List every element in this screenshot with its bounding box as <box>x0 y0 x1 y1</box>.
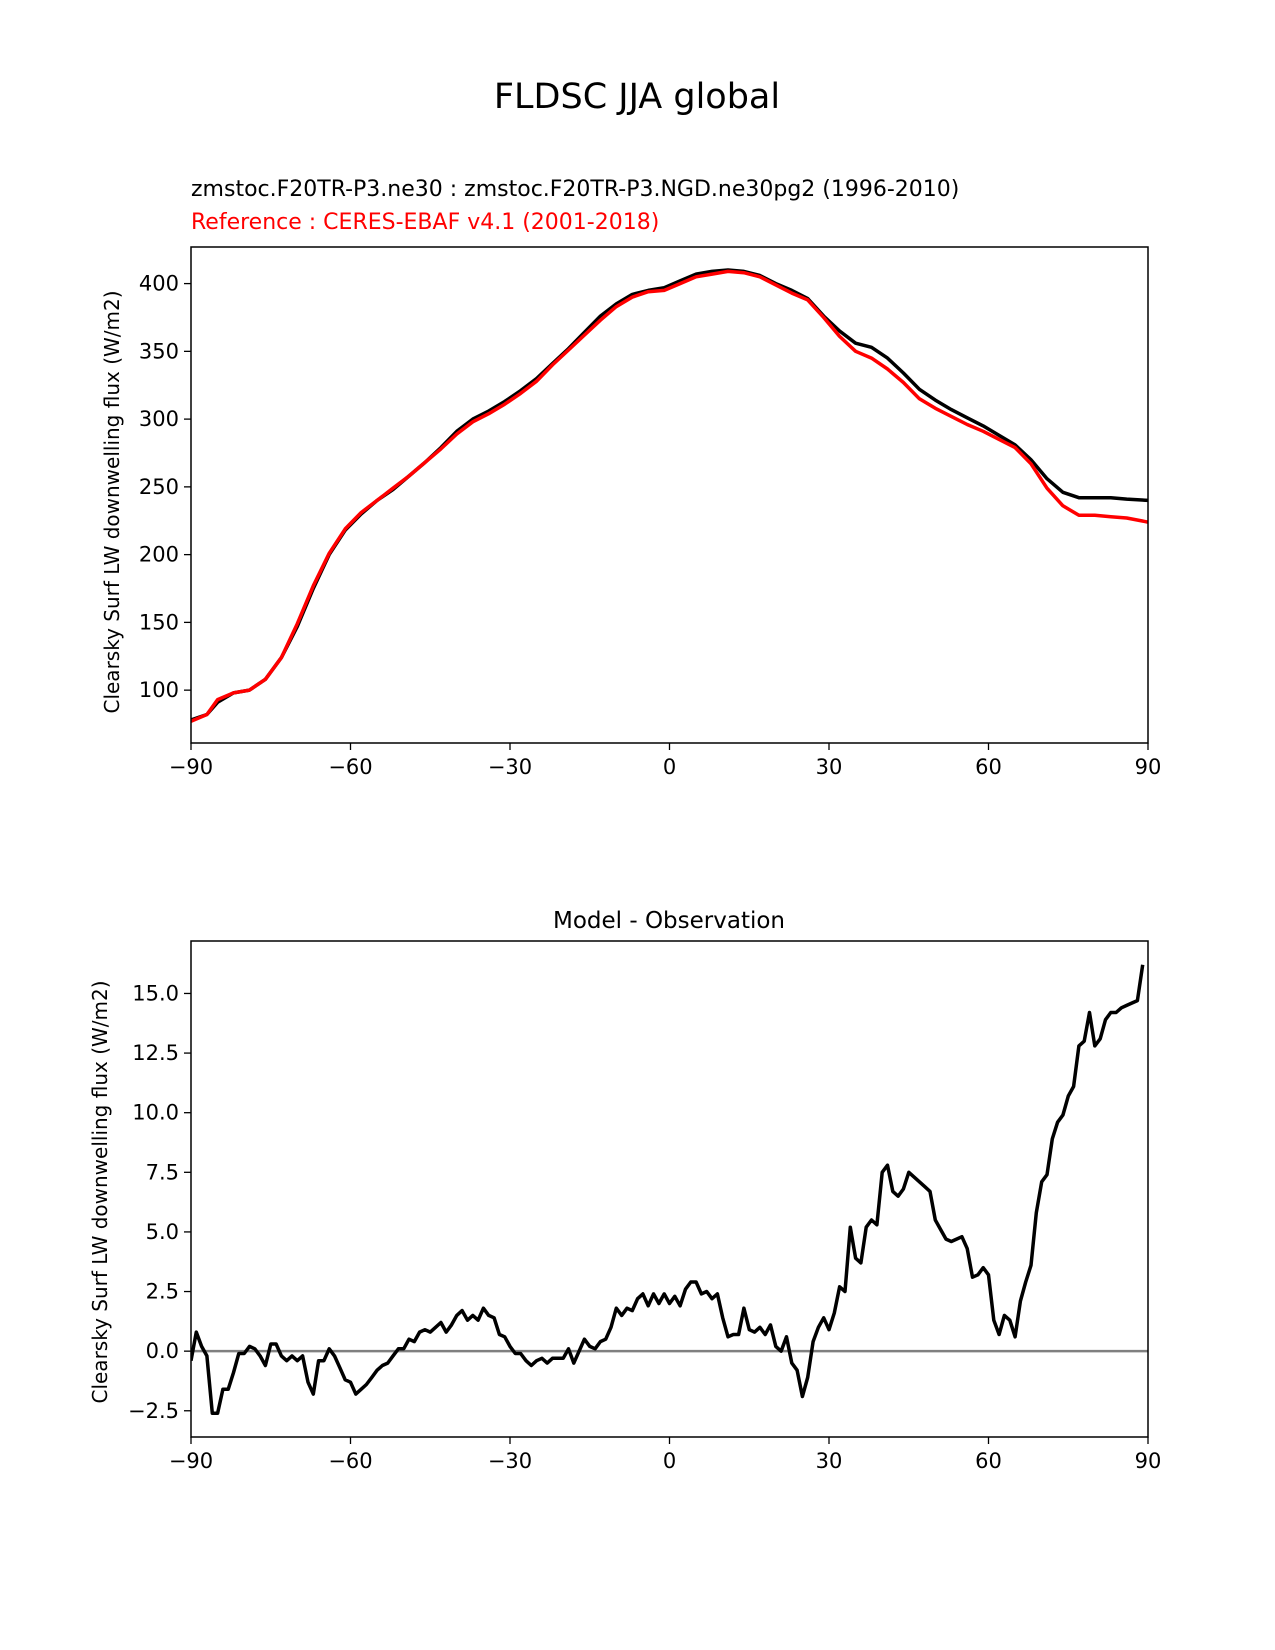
bottom-y-tick-label: 2.5 <box>146 1280 179 1304</box>
top-x-tick-label: −30 <box>488 755 532 779</box>
top-x-tick-label: 0 <box>663 755 676 779</box>
top-subtitle-reference: Reference : CERES-EBAF v4.1 (2001-2018) <box>191 210 659 235</box>
bottom-y-tick-label: 15.0 <box>132 981 179 1005</box>
top-y-tick-label: 300 <box>139 407 179 431</box>
top-plot-area: −90 −60 −30 0 30 60 90 100 150 200 250 300 350 400 <box>139 268 1162 779</box>
bottom-panel: Model - Observation Clearsky Surf LW dow… <box>88 908 1161 1473</box>
top-x-tick-label: −90 <box>169 755 213 779</box>
top-y-tick-label: 200 <box>139 543 179 567</box>
top-panel: zmstoc.F20TR-P3.ne30 : zmstoc.F20TR-P3.N… <box>100 177 1161 779</box>
top-y-tick-label: 250 <box>139 475 179 499</box>
top-y-tick-label: 150 <box>139 610 179 634</box>
top-x-tick-label: 60 <box>975 755 1002 779</box>
top-axes-frame <box>190 246 1149 744</box>
figure-title: FLDSC JJA global <box>494 77 780 117</box>
bottom-x-tick-label: 0 <box>663 1449 676 1473</box>
bottom-y-tick-label: −2.5 <box>128 1399 179 1423</box>
bottom-x-tick-label: 30 <box>816 1449 843 1473</box>
top-x-tick-label: 30 <box>816 755 843 779</box>
bottom-series-model-minus-obs <box>191 964 1145 1415</box>
bottom-x-tick-label: 60 <box>975 1449 1002 1473</box>
bottom-x-tick-label: −60 <box>328 1449 372 1473</box>
bottom-x-tick-label: −30 <box>488 1449 532 1473</box>
bottom-plot-area: −90 −60 −30 0 30 60 90 −2.5 0.0 2.5 5.0 7.5 10.0 12.5… <box>128 964 1162 1473</box>
top-series-reference <box>191 269 1148 723</box>
top-x-tick-label: 90 <box>1135 755 1162 779</box>
bottom-title: Model - Observation <box>553 908 785 934</box>
bottom-x-tick-label: 90 <box>1135 1449 1162 1473</box>
top-x-tick-label: −60 <box>328 755 372 779</box>
bottom-x-tick-label: −90 <box>169 1449 213 1473</box>
top-y-tick-label: 100 <box>139 678 179 702</box>
top-y-tick-label: 400 <box>139 272 179 296</box>
bottom-y-tick-label: 12.5 <box>132 1041 179 1065</box>
bottom-y-axis-label: Clearsky Surf LW downwelling flux (W/m2) <box>88 980 112 1403</box>
bottom-axes-frame <box>190 940 1149 1438</box>
bottom-y-tick-label: 7.5 <box>146 1160 179 1184</box>
top-subtitle-model: zmstoc.F20TR-P3.ne30 : zmstoc.F20TR-P3.N… <box>191 177 959 202</box>
bottom-y-tick-label: 0.0 <box>146 1339 179 1363</box>
top-y-tick-label: 350 <box>139 339 179 363</box>
bottom-y-tick-label: 5.0 <box>146 1220 179 1244</box>
top-y-axis-label: Clearsky Surf LW downwelling flux (W/m2) <box>100 290 124 713</box>
bottom-y-tick-label: 10.0 <box>132 1101 179 1125</box>
